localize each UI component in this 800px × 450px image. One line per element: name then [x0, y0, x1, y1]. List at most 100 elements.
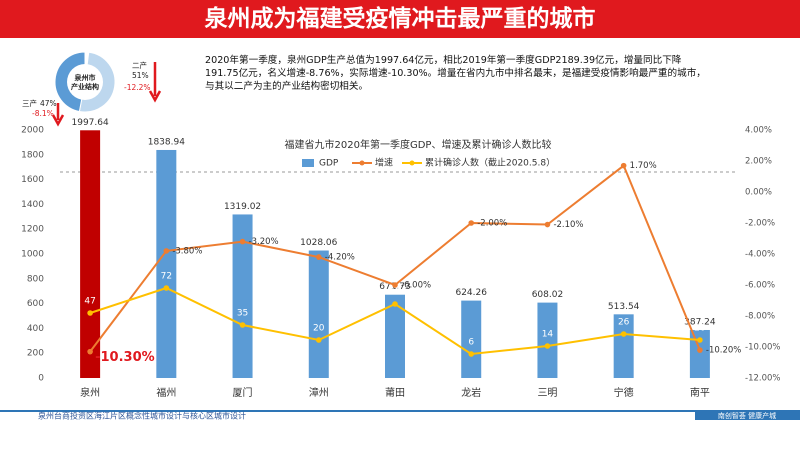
y-tick-label: 200 — [27, 349, 44, 359]
pie-label: 二产 — [132, 60, 147, 70]
y-tick-label: 0 — [38, 374, 44, 384]
x-tick-label: 莆田 — [385, 386, 405, 399]
y-tick-label: 1600 — [21, 175, 44, 185]
y2-tick-label: -6.00% — [745, 281, 775, 291]
x-tick-label: 宁德 — [614, 386, 634, 399]
y2-tick-label: 2.00% — [745, 157, 772, 167]
pie-center-label: 泉州市 — [75, 73, 96, 82]
data-label: -10.30% — [95, 350, 155, 365]
data-label: 56 — [389, 288, 401, 298]
marker — [697, 337, 703, 343]
data-label: 1838.94 — [148, 137, 185, 147]
arrow — [148, 62, 162, 103]
paragraph: 2020年第一季度，泉州GDP生产总值为1997.64亿元，相比2019年第一季… — [205, 55, 706, 92]
footer-right: 南创智荟 健康产城 — [718, 411, 776, 420]
arrow — [51, 103, 65, 127]
data-label: -2.00% — [477, 219, 507, 229]
pie-center-label: 产业结构 — [71, 82, 99, 91]
data-label: 513.54 — [608, 302, 640, 312]
x-tick-label: 三明 — [537, 387, 557, 399]
pie-value-label: 51% — [132, 71, 149, 80]
data-label: 72 — [161, 272, 172, 282]
x-tick-label: 福州 — [156, 386, 176, 399]
bar — [689, 329, 710, 378]
legend-swatch — [409, 160, 415, 166]
marker — [163, 285, 170, 291]
data-label: 14 — [542, 330, 554, 340]
data-label: 6 — [468, 338, 474, 348]
data-label: -6.00% — [401, 281, 431, 291]
y2-tick-label: -2.00% — [745, 219, 775, 229]
y-tick-label: 800 — [27, 274, 44, 284]
x-tick-label: 厦门 — [233, 386, 253, 399]
data-label: 608.02 — [532, 290, 564, 300]
data-label: 1.70% — [630, 161, 657, 171]
marker — [544, 221, 551, 228]
footer-block — [695, 411, 800, 420]
x-tick-label: 龙岩 — [461, 386, 481, 399]
data-label: 1028.06 — [300, 238, 337, 248]
marker — [87, 310, 93, 316]
pie-change-label: -12.2% — [124, 83, 151, 92]
data-label: 624.26 — [455, 288, 487, 298]
data-label: 47 — [84, 297, 95, 307]
marker — [544, 343, 551, 349]
bar — [461, 300, 482, 378]
marker — [620, 331, 627, 337]
y-tick-label: 1800 — [21, 150, 44, 160]
data-label: 20 — [694, 324, 706, 334]
marker — [392, 282, 398, 288]
y2-tick-label: -10.00% — [745, 343, 780, 353]
y-tick-label: 1000 — [21, 250, 44, 260]
data-label: 20 — [313, 324, 325, 334]
y-tick-label: 600 — [27, 299, 44, 309]
bar — [308, 250, 329, 378]
bar — [385, 294, 405, 378]
marker — [697, 347, 703, 353]
marker — [315, 337, 322, 343]
y2-tick-label: -4.00% — [745, 250, 775, 260]
y2-tick-label: -12.00% — [745, 374, 780, 384]
footer-left: 泉州台商投资区海江片区概念性城市设计与核心区城市设计 — [38, 411, 246, 421]
data-label: -3.80% — [172, 246, 202, 256]
bar — [537, 302, 558, 378]
marker — [239, 238, 246, 245]
data-label: -2.10% — [553, 220, 583, 230]
legend-label: 增速 — [375, 157, 393, 169]
marker — [163, 248, 170, 254]
y-tick-label: 1400 — [21, 200, 44, 210]
marker — [392, 301, 398, 307]
y-tick-label: 1200 — [21, 225, 44, 235]
bar — [613, 314, 634, 378]
data-label: 387.24 — [684, 317, 716, 327]
data-label: 1997.64 — [72, 118, 109, 128]
title-banner: 泉州成为福建受疫情冲击最严重的城市 — [0, 0, 800, 38]
y2-tick-label: -8.00% — [745, 312, 775, 322]
legend-label: GDP — [319, 159, 339, 169]
marker — [468, 351, 475, 357]
data-label: 35 — [237, 309, 248, 319]
bar — [80, 130, 101, 378]
pie-hole — [67, 64, 103, 100]
x-tick-label: 泉州 — [80, 386, 100, 399]
pie-value-label: 47% — [40, 99, 57, 108]
x-tick-label: 南平 — [690, 386, 710, 399]
marker — [239, 322, 246, 328]
y-tick-label: 400 — [27, 324, 44, 334]
data-label: -4.20% — [325, 253, 355, 263]
y-tick-label: 2000 — [21, 126, 44, 136]
legend-swatch — [359, 160, 365, 166]
bar — [156, 149, 177, 378]
data-label: 1319.02 — [224, 202, 261, 212]
legend-label: 累计确诊人数（截止2020.5.8） — [425, 157, 555, 169]
marker — [87, 348, 93, 355]
y2-tick-label: 4.00% — [745, 126, 772, 136]
y2-tick-label: 0.00% — [745, 188, 772, 198]
legend-swatch — [302, 159, 314, 167]
bar — [232, 214, 253, 378]
marker — [315, 254, 322, 260]
marker — [468, 220, 475, 226]
marker — [620, 162, 627, 169]
